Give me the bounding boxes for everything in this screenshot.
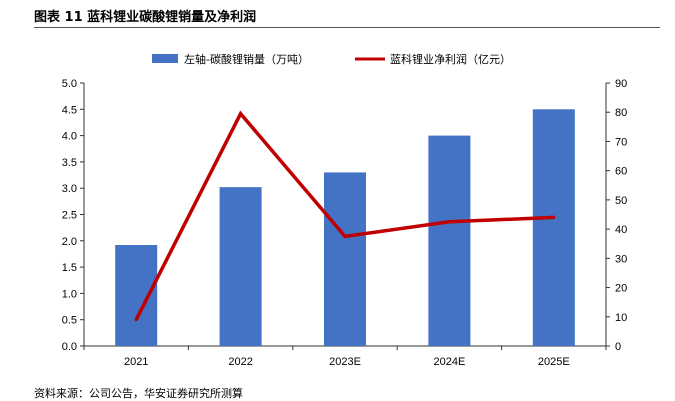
line-series — [134, 110, 556, 322]
axes-group: 0.0 0.5 1.0 1.5 2.0 2.5 3.0 3.5 4.0 4.5 5.0 0 10 20 30… — [62, 78, 628, 368]
figure-title: 图表 11 蓝科锂业碳酸锂销量及净利润 — [34, 10, 257, 25]
left-tick-label: 3.5 — [62, 157, 77, 169]
right-tick-label: 80 — [615, 107, 627, 119]
legend-swatch-bar — [152, 54, 178, 63]
x-tick-label: 2022 — [228, 356, 252, 368]
right-tick-label: 90 — [615, 78, 627, 90]
left-tick-label: 2.0 — [62, 236, 77, 248]
left-tick-label: 1.0 — [62, 288, 77, 300]
right-tick-label: 0 — [615, 341, 621, 353]
left-tick-label: 3.0 — [62, 183, 77, 195]
right-tick-label: 10 — [615, 312, 627, 324]
line-point — [239, 112, 243, 116]
line-point — [134, 318, 138, 322]
bar — [324, 172, 366, 346]
x-tick-label: 2024E — [433, 356, 465, 368]
line-point — [552, 215, 556, 219]
right-tick-label: 50 — [615, 195, 627, 207]
source-note: 资料来源：公司公告，华安证券研究所测算 — [34, 387, 243, 400]
right-tick-label: 60 — [615, 166, 627, 178]
right-tick-label: 70 — [615, 136, 627, 148]
combo-chart: 左轴-碳酸锂销量（万吨） 蓝科锂业净利润（亿元） 0.0 0.5 1.0 1.5 2.0… — [62, 52, 628, 368]
left-tick-label: 0.0 — [62, 341, 77, 353]
bar — [219, 187, 262, 346]
left-tick-label: 0.5 — [62, 315, 77, 327]
bar — [115, 245, 158, 346]
x-tick-label: 2023E — [329, 356, 361, 368]
right-tick-label: 20 — [615, 283, 627, 295]
title-divider — [34, 27, 660, 28]
bar — [428, 135, 471, 346]
right-tick-label: 30 — [615, 253, 627, 265]
x-tick-label: 2021 — [124, 356, 148, 368]
right-tick-label: 40 — [615, 224, 627, 236]
left-tick-label: 4.5 — [62, 104, 77, 116]
legend-label-bar: 左轴-碳酸锂销量（万吨） — [184, 52, 309, 66]
x-tick-label: 2025E — [538, 356, 570, 368]
legend-label-line: 蓝科锂业净利润（亿元） — [390, 52, 511, 66]
chart-legend: 左轴-碳酸锂销量（万吨） 蓝科锂业净利润（亿元） — [152, 52, 511, 66]
line-point — [343, 234, 347, 238]
bar-series — [115, 109, 575, 346]
left-tick-label: 4.0 — [62, 131, 77, 143]
line-point — [447, 220, 451, 224]
left-tick-label: 2.5 — [62, 210, 77, 222]
left-tick-label: 1.5 — [62, 262, 77, 274]
left-tick-label: 5.0 — [62, 78, 77, 90]
bar — [532, 109, 575, 346]
